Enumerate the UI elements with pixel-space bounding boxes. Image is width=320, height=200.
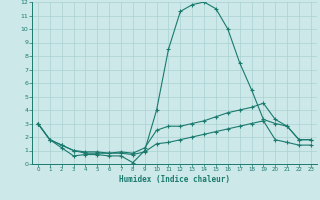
X-axis label: Humidex (Indice chaleur): Humidex (Indice chaleur) [119, 175, 230, 184]
